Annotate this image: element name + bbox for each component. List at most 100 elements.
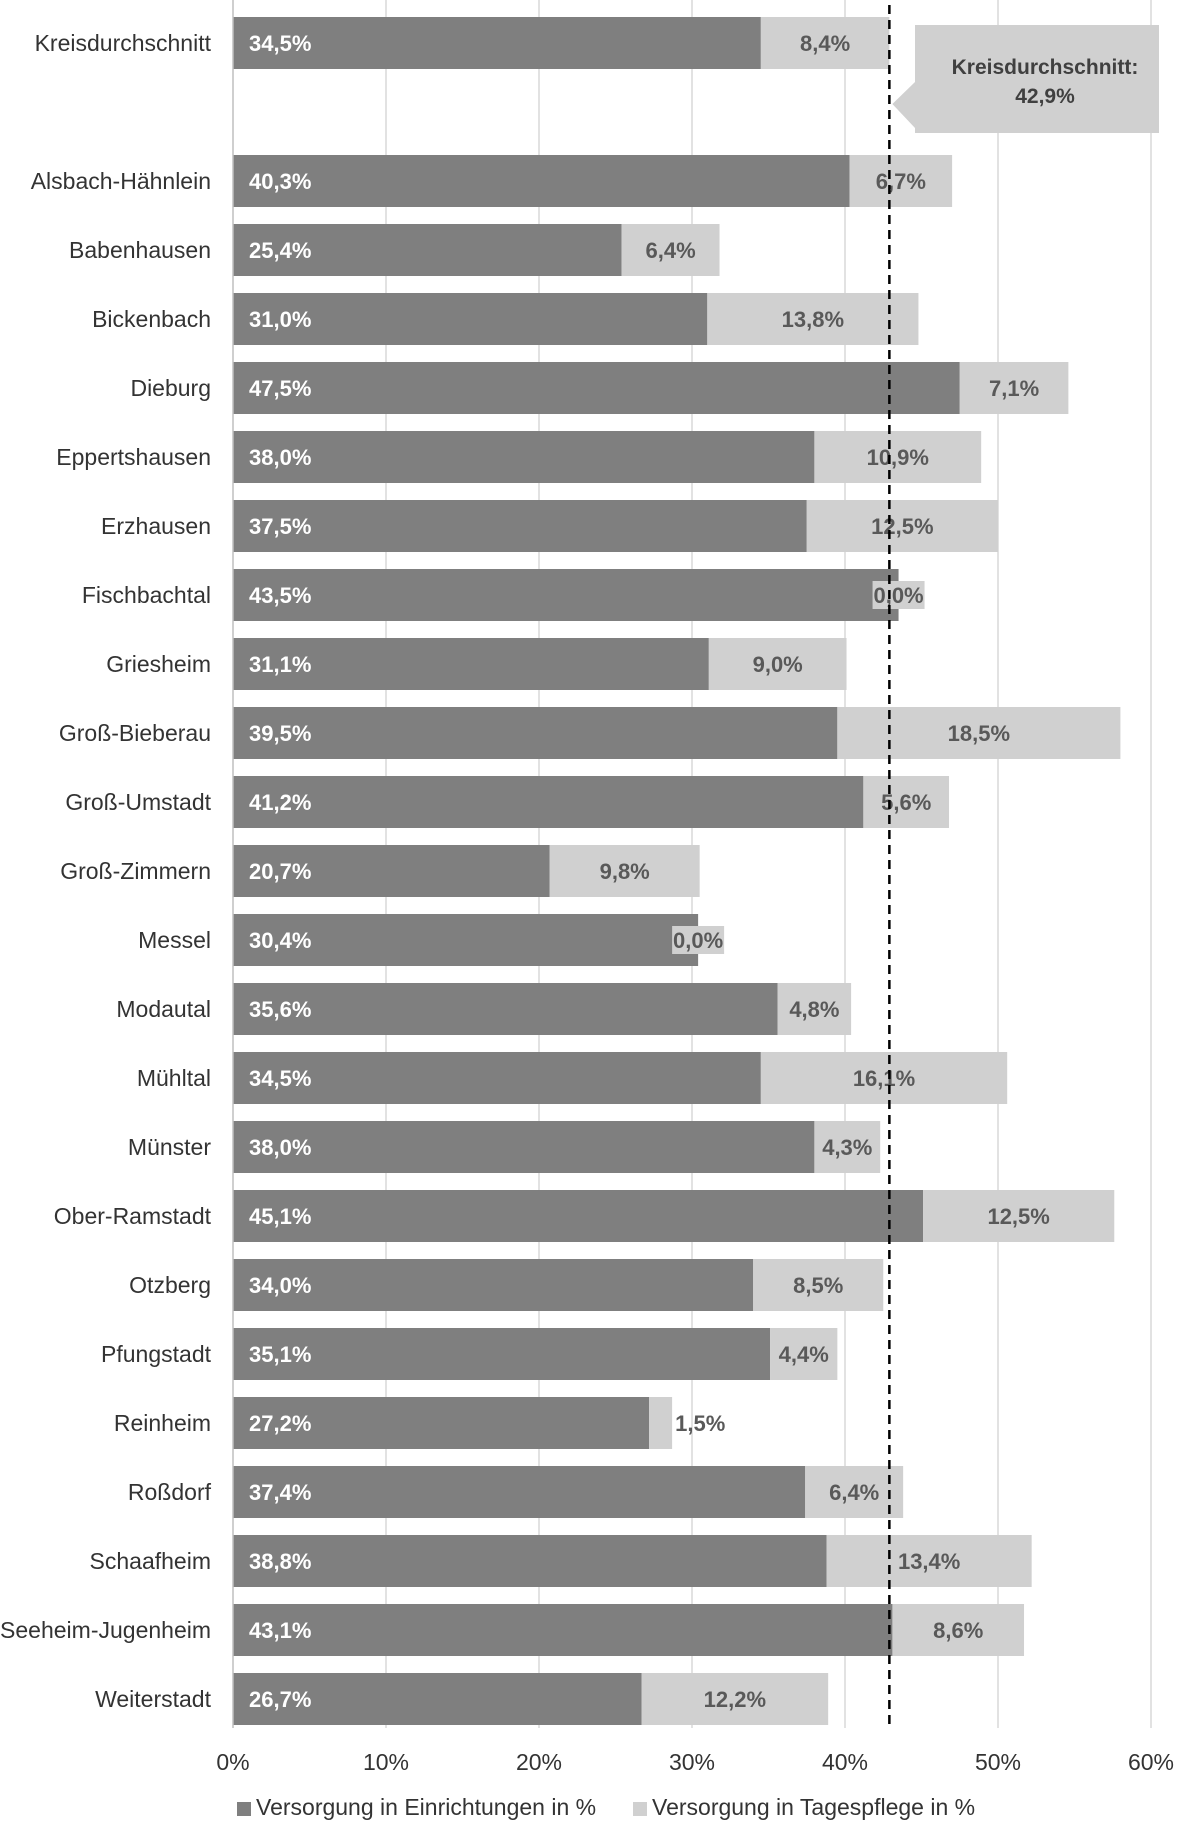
bar-einrichtungen-ober-ramstadt xyxy=(233,1190,924,1242)
bar-tagespflege-pfungstadt xyxy=(770,1328,838,1380)
data-label-einrichtungen-schaafheim: 38,8% xyxy=(249,1549,311,1574)
bar-tagespflege-dieburg xyxy=(959,362,1069,414)
category-label-schaafheim: Schaafheim xyxy=(90,1548,211,1574)
annotation-callout xyxy=(892,25,1159,133)
data-label-bg-fischbachtal xyxy=(872,581,925,609)
bar-einrichtungen-gross-zimmern xyxy=(233,845,550,897)
bar-einrichtungen-modautal xyxy=(233,983,778,1035)
category-label-gross-zimmern: Groß-Zimmern xyxy=(60,858,211,884)
data-label-einrichtungen-bickenbach: 31,0% xyxy=(249,307,311,332)
category-label-ober-ramstadt: Ober-Ramstadt xyxy=(54,1203,212,1229)
data-label-einrichtungen-otzberg: 34,0% xyxy=(249,1273,311,1298)
data-label-tagespflege-fischbachtal: 0,0% xyxy=(873,583,923,608)
data-label-einrichtungen-fischbachtal: 43,5% xyxy=(249,583,311,608)
data-label-einrichtungen-griesheim: 31,1% xyxy=(249,652,311,677)
data-label-tagespflege-eppertshausen: 10,9% xyxy=(867,445,929,470)
bar-tagespflege-weiterstadt xyxy=(641,1673,829,1725)
category-label-babenhausen: Babenhausen xyxy=(69,237,211,263)
x-tick-label-60: 60% xyxy=(1128,1749,1174,1775)
bar-einrichtungen-gross-umstadt xyxy=(233,776,864,828)
bar-tagespflege-muehltal xyxy=(760,1052,1008,1104)
bar-einrichtungen-otzberg xyxy=(233,1259,754,1311)
annotation-line-1: Kreisdurchschnitt: xyxy=(952,56,1139,79)
data-label-tagespflege-messel: 0,0% xyxy=(673,928,723,953)
data-label-einrichtungen-seeheim-jugenheim: 43,1% xyxy=(249,1618,311,1643)
data-label-einrichtungen-muehltal: 34,5% xyxy=(249,1066,311,1091)
data-label-tagespflege-muenster: 4,3% xyxy=(822,1135,872,1160)
data-label-einrichtungen-gross-umstadt: 41,2% xyxy=(249,790,311,815)
bar-einrichtungen-messel xyxy=(233,914,699,966)
category-label-weiterstadt: Weiterstadt xyxy=(95,1686,212,1712)
bar-tagespflege-babenhausen xyxy=(621,224,720,276)
bar-einrichtungen-reinheim xyxy=(233,1397,650,1449)
category-label-dieburg: Dieburg xyxy=(130,375,211,401)
legend-swatch-einrichtungen xyxy=(237,1802,251,1816)
bar-einrichtungen-muenster xyxy=(233,1121,815,1173)
bar-einrichtungen-dieburg xyxy=(233,362,960,414)
data-label-einrichtungen-weiterstadt: 26,7% xyxy=(249,1687,311,1712)
data-label-tagespflege-rossdorf: 6,4% xyxy=(829,1480,879,1505)
data-label-einrichtungen-babenhausen: 25,4% xyxy=(249,238,311,263)
data-label-tagespflege-ober-ramstadt: 12,5% xyxy=(987,1204,1049,1229)
x-tick-label-20: 20% xyxy=(516,1749,562,1775)
data-label-einrichtungen-gross-zimmern: 20,7% xyxy=(249,859,311,884)
bar-tagespflege-modautal xyxy=(777,983,852,1035)
data-label-einrichtungen-rossdorf: 37,4% xyxy=(249,1480,311,1505)
bar-einrichtungen-muehltal xyxy=(233,1052,761,1104)
bar-tagespflege-gross-umstadt xyxy=(863,776,950,828)
bar-tagespflege-alsbach-haehnlein xyxy=(849,155,953,207)
data-label-tagespflege-schaafheim: 13,4% xyxy=(898,1549,960,1574)
bar-tagespflege-otzberg xyxy=(753,1259,884,1311)
data-label-tagespflege-babenhausen: 6,4% xyxy=(646,238,696,263)
category-label-alsbach-haehnlein: Alsbach-Hähnlein xyxy=(31,168,211,194)
data-label-einrichtungen-ober-ramstadt: 45,1% xyxy=(249,1204,311,1229)
bar-einrichtungen-pfungstadt xyxy=(233,1328,771,1380)
data-label-tagespflege-bickenbach: 13,8% xyxy=(782,307,844,332)
x-tick-label-30: 30% xyxy=(669,1749,715,1775)
legend: Versorgung in Einrichtungen in % Versorg… xyxy=(237,1794,975,1820)
bar-einrichtungen-erzhausen xyxy=(233,500,807,552)
bar-tagespflege-muenster xyxy=(814,1121,881,1173)
data-label-bg-messel xyxy=(672,926,725,954)
bar-tagespflege-bickenbach xyxy=(707,293,919,345)
data-label-tagespflege-seeheim-jugenheim: 8,6% xyxy=(933,1618,983,1643)
x-tick-label-40: 40% xyxy=(822,1749,868,1775)
bars-layer xyxy=(233,17,1121,1725)
bar-einrichtungen-griesheim xyxy=(233,638,709,690)
data-label-einrichtungen-eppertshausen: 38,0% xyxy=(249,445,311,470)
legend-label-einrichtungen: Versorgung in Einrichtungen in % xyxy=(256,1794,596,1820)
bar-einrichtungen-alsbach-haehnlein xyxy=(233,155,850,207)
category-label-gross-bieberau: Groß-Bieberau xyxy=(59,720,211,746)
bar-tagespflege-seeheim-jugenheim xyxy=(892,1604,1025,1656)
bar-tagespflege-gross-bieberau xyxy=(837,707,1121,759)
bar-tagespflege-gross-zimmern xyxy=(549,845,700,897)
bar-einrichtungen-schaafheim xyxy=(233,1535,827,1587)
category-label-bickenbach: Bickenbach xyxy=(92,306,211,332)
data-label-tagespflege-gross-zimmern: 9,8% xyxy=(600,859,650,884)
data-label-tagespflege-erzhausen: 12,5% xyxy=(871,514,933,539)
bar-tagespflege-kreisdurchschnitt xyxy=(760,17,890,69)
bar-einrichtungen-rossdorf xyxy=(233,1466,806,1518)
bar-tagespflege-griesheim xyxy=(708,638,847,690)
bar-einrichtungen-weiterstadt xyxy=(233,1673,642,1725)
data-label-tagespflege-otzberg: 8,5% xyxy=(793,1273,843,1298)
data-label-einrichtungen-modautal: 35,6% xyxy=(249,997,311,1022)
data-label-einrichtungen-alsbach-haehnlein: 40,3% xyxy=(249,169,311,194)
category-label-muehltal: Mühltal xyxy=(137,1065,211,1091)
data-label-einrichtungen-muenster: 38,0% xyxy=(249,1135,311,1160)
category-label-gross-umstadt: Groß-Umstadt xyxy=(65,789,211,815)
category-label-reinheim: Reinheim xyxy=(114,1410,211,1436)
bar-einrichtungen-seeheim-jugenheim xyxy=(233,1604,893,1656)
data-label-einrichtungen-dieburg: 47,5% xyxy=(249,376,311,401)
bar-einrichtungen-kreisdurchschnitt xyxy=(233,17,761,69)
data-label-tagespflege-alsbach-haehnlein: 6,7% xyxy=(876,169,926,194)
bar-einrichtungen-fischbachtal xyxy=(233,569,899,621)
category-label-fischbachtal: Fischbachtal xyxy=(82,582,211,608)
category-label-messel: Messel xyxy=(138,927,211,953)
bar-einrichtungen-bickenbach xyxy=(233,293,708,345)
category-label-seeheim-jugenheim: Seeheim-Jugenheim xyxy=(0,1617,211,1643)
data-label-einrichtungen-messel: 30,4% xyxy=(249,928,311,953)
data-label-einrichtungen-erzhausen: 37,5% xyxy=(249,514,311,539)
